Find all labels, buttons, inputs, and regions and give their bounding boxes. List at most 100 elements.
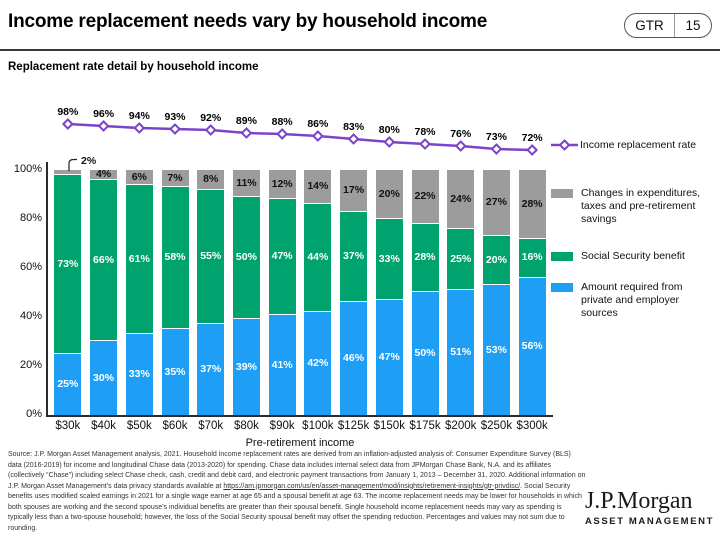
bar-value-label: 61% xyxy=(128,252,150,265)
privacy-policy-link[interactable]: https://am.jpmorgan.com/us/en/asset-mana… xyxy=(223,482,521,490)
x-tick-label: $250k xyxy=(480,420,513,432)
bar-segment: 61% xyxy=(125,184,153,335)
bar-segment: 41% xyxy=(268,314,296,415)
y-tick-label: 80% xyxy=(19,212,42,224)
diamond-marker-icon xyxy=(311,130,324,142)
line-diamond-swatch-icon xyxy=(551,139,578,151)
bar-value-label: 20% xyxy=(378,187,400,200)
bar-segment: 33% xyxy=(375,219,403,300)
rate-value-label: 92% xyxy=(200,112,222,124)
bar-segment: 7% xyxy=(161,170,189,188)
bar-value-label: 47% xyxy=(271,250,293,263)
bar-segment: 14% xyxy=(304,170,332,205)
bar-segment: 56% xyxy=(518,277,546,415)
bar-value-label: 41% xyxy=(271,358,293,371)
rate-value-label: 94% xyxy=(129,110,151,122)
x-tick-label: $40k xyxy=(91,420,117,432)
bar-value-label: 73% xyxy=(57,257,79,270)
diamond-marker-icon xyxy=(97,120,110,132)
x-tick-label: $175k xyxy=(409,420,441,432)
bar-segment: 53% xyxy=(482,285,510,415)
diamond-marker-icon xyxy=(490,143,503,155)
bar-value-label: 17% xyxy=(343,184,365,197)
bar-segment xyxy=(54,170,82,175)
badge-label: GTR xyxy=(635,18,664,33)
bar-$125k: 17% 37% 46% xyxy=(340,170,368,415)
x-tick-label: $60k xyxy=(162,420,188,432)
y-tick-label: 60% xyxy=(19,261,42,273)
bar-value-label: 46% xyxy=(343,352,365,365)
bar-segment: 6% xyxy=(125,170,153,185)
jpmorgan-logo: J.P.Morgan ASSET MANAGEMENT xyxy=(585,489,714,527)
diamond-marker-icon xyxy=(276,128,289,140)
bar-value-label: 12% xyxy=(271,177,293,190)
source-text: Source: J.P. Morgan Asset Management ana… xyxy=(8,451,586,490)
bar-segment: 46% xyxy=(340,302,368,415)
chart-subtitle: Replacement rate detail by household inc… xyxy=(8,61,259,73)
bar-segment: 47% xyxy=(375,299,403,415)
blue-swatch-icon xyxy=(551,283,573,292)
bar-value-label: 39% xyxy=(235,360,257,373)
legend-label: Amount required from private and employe… xyxy=(581,281,683,320)
bar-segment: 8% xyxy=(197,170,225,190)
source-note: Source: J.P. Morgan Asset Management ana… xyxy=(8,450,586,534)
bar-value-label: 50% xyxy=(414,347,436,360)
bar-value-label: 66% xyxy=(93,253,115,266)
gray-swatch-icon xyxy=(551,189,573,198)
bar-value-label: 25% xyxy=(57,378,79,391)
green-swatch-icon xyxy=(551,252,573,261)
bar-value-label: 16% xyxy=(521,251,543,264)
bar-segment: 42% xyxy=(304,312,332,415)
bar-$200k: 24% 25% 51% xyxy=(447,170,475,415)
rate-line xyxy=(67,122,533,152)
bar-segment: 25% xyxy=(447,228,475,291)
x-tick-label: $125k xyxy=(337,420,370,432)
bar-segment: 50% xyxy=(232,196,260,320)
bar-value-label: 37% xyxy=(200,363,222,376)
bar-value-label: 11% xyxy=(236,176,257,189)
bar-value-label: 6% xyxy=(131,170,147,183)
rate-value-label: 83% xyxy=(343,121,365,133)
bar-value-label: 28% xyxy=(521,197,543,210)
bar-$250k: 27% 20% 53% xyxy=(482,170,510,415)
rate-value-label: 72% xyxy=(522,132,544,144)
y-tick-label: 20% xyxy=(19,359,42,371)
diamond-marker-icon xyxy=(133,122,146,134)
bar-$70k: 8% 55% 37% xyxy=(197,170,225,415)
bar-value-label: 58% xyxy=(164,251,186,264)
bar-value-label: 30% xyxy=(93,371,115,384)
bar-value-label: 14% xyxy=(307,180,329,193)
legend-label: Social Security benefit xyxy=(581,250,685,262)
rate-value-label: 86% xyxy=(307,118,329,130)
bar-value-label: 37% xyxy=(343,250,365,263)
bar-value-label: 50% xyxy=(235,251,257,264)
bar-segment: 35% xyxy=(161,329,189,415)
rate-value-label: 93% xyxy=(164,111,186,123)
rate-value-label: 73% xyxy=(486,131,508,143)
x-tick-label: $100k xyxy=(302,420,334,432)
bar-value-label: 51% xyxy=(450,346,472,359)
bar-value-label: 44% xyxy=(307,251,329,264)
bar-segment: 73% xyxy=(54,174,82,354)
bar-$175k: 22% 28% 50% xyxy=(411,170,439,415)
bar-segment: 17% xyxy=(340,170,368,212)
diamond-marker-icon xyxy=(454,140,467,152)
logo-wordmark: J.P.Morgan xyxy=(584,488,693,514)
rate-value-label: 89% xyxy=(236,115,258,127)
bar-segment: 55% xyxy=(197,189,225,325)
bar-value-label: 27% xyxy=(485,196,507,209)
x-tick-label: $70k xyxy=(198,420,224,432)
bar-value-label: 33% xyxy=(128,368,150,381)
bar-value-label: 4% xyxy=(95,168,112,181)
bar-segment: 11% xyxy=(232,170,260,197)
header-divider xyxy=(0,49,720,51)
diamond-marker-icon xyxy=(240,127,253,139)
bar-segment: 47% xyxy=(268,199,296,315)
diamond-marker-icon xyxy=(526,144,539,156)
rate-value-label: 78% xyxy=(414,126,436,138)
bar-value-label: 24% xyxy=(450,192,472,205)
legend-social-security-benefit: Social Security benefit xyxy=(551,250,711,263)
bar-segment: 22% xyxy=(411,170,439,224)
legend-income-replacement-rate: Income replacement rate xyxy=(551,139,696,151)
